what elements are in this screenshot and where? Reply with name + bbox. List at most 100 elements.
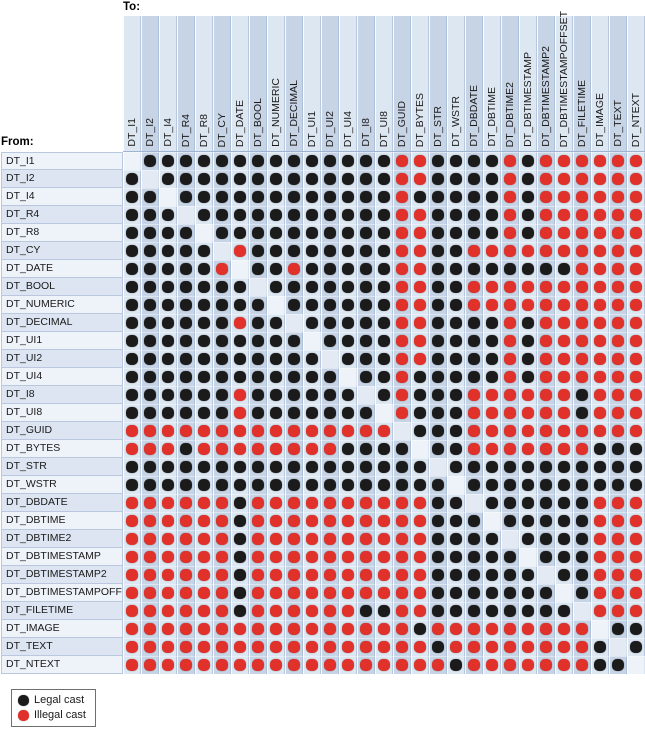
illegal-cast-dot <box>144 443 156 455</box>
legal-cast-dot <box>216 299 228 311</box>
matrix-cell <box>177 314 195 332</box>
matrix-cell <box>123 512 141 530</box>
legal-cast-dot <box>432 335 444 347</box>
matrix-cell <box>141 602 159 620</box>
matrix-cell <box>537 188 555 206</box>
matrix-cell <box>411 206 429 224</box>
matrix-cell <box>321 530 339 548</box>
matrix-cell <box>591 260 609 278</box>
matrix-cell <box>609 422 627 440</box>
matrix-cell <box>627 476 645 494</box>
row-header: DT_I8 <box>1 386 123 404</box>
column-header: DT_I2 <box>141 16 159 152</box>
illegal-cast-dot <box>288 623 300 635</box>
legal-cast-dot <box>162 245 174 257</box>
illegal-cast-dot <box>252 497 264 509</box>
illegal-cast-dot <box>414 173 426 185</box>
illegal-cast-dot <box>396 317 408 329</box>
matrix-cell-diagonal <box>141 170 159 188</box>
illegal-cast-dot <box>396 533 408 545</box>
matrix-cell <box>429 242 447 260</box>
matrix-cell <box>195 584 213 602</box>
matrix-cell <box>411 242 429 260</box>
matrix-cell <box>465 584 483 602</box>
matrix-cell <box>375 260 393 278</box>
matrix-cell <box>303 188 321 206</box>
illegal-cast-dot <box>270 623 282 635</box>
legal-cast-dot <box>342 155 354 167</box>
illegal-cast-dot <box>198 443 210 455</box>
legal-cast-dot <box>432 371 444 383</box>
illegal-cast-dot <box>594 371 606 383</box>
matrix-cell <box>483 422 501 440</box>
legal-cast-dot <box>360 335 372 347</box>
matrix-cell <box>303 584 321 602</box>
legal-cast-dot <box>324 371 336 383</box>
legal-cast-dot <box>270 155 282 167</box>
matrix-cell <box>177 602 195 620</box>
matrix-cell <box>393 404 411 422</box>
column-header-label: DT_NUMERIC <box>270 78 282 147</box>
matrix-cell <box>519 368 537 386</box>
legal-cast-dot <box>468 317 480 329</box>
illegal-cast-dot <box>396 209 408 221</box>
illegal-cast-dot <box>414 353 426 365</box>
matrix-cell <box>501 260 519 278</box>
matrix-cell <box>141 440 159 458</box>
matrix-cell <box>159 548 177 566</box>
matrix-cell-diagonal <box>609 638 627 656</box>
matrix-cell <box>411 386 429 404</box>
illegal-cast-dot <box>558 209 570 221</box>
legal-cast-dot <box>252 353 264 365</box>
illegal-cast-dot <box>540 227 552 239</box>
legal-cast-dot <box>342 317 354 329</box>
illegal-cast-dot <box>234 659 246 671</box>
legal-cast-dot <box>198 335 210 347</box>
illegal-cast-dot <box>162 641 174 653</box>
illegal-cast-dot <box>126 497 138 509</box>
legal-cast-dot <box>396 461 408 473</box>
column-header-label: DT_BYTES <box>414 92 426 147</box>
matrix-cell <box>339 548 357 566</box>
illegal-cast-dot <box>306 659 318 671</box>
matrix-cell <box>375 224 393 242</box>
matrix-cell <box>195 368 213 386</box>
column-header: DT_UI8 <box>375 16 393 152</box>
matrix-cell <box>591 548 609 566</box>
matrix-cell <box>159 566 177 584</box>
legal-cast-dot <box>270 173 282 185</box>
matrix-cell <box>627 602 645 620</box>
matrix-cell <box>357 404 375 422</box>
legal-cast-dot <box>378 443 390 455</box>
matrix-cell <box>393 656 411 674</box>
matrix-cell <box>375 566 393 584</box>
illegal-cast-dot <box>144 569 156 581</box>
legal-cast-dot <box>540 515 552 527</box>
matrix-cell <box>195 548 213 566</box>
matrix-cell <box>501 314 519 332</box>
legal-cast-dot <box>378 173 390 185</box>
illegal-cast-dot <box>396 335 408 347</box>
matrix-cell <box>591 152 609 170</box>
legal-cast-dot <box>144 263 156 275</box>
legal-cast-dot <box>324 173 336 185</box>
matrix-cell <box>519 512 537 530</box>
matrix-cell <box>537 350 555 368</box>
matrix-cell <box>501 422 519 440</box>
matrix-cell <box>195 656 213 674</box>
matrix-cell <box>555 386 573 404</box>
matrix-cell <box>141 368 159 386</box>
matrix-cell <box>393 260 411 278</box>
matrix-cell <box>267 260 285 278</box>
matrix-cell <box>213 494 231 512</box>
matrix-cell <box>177 386 195 404</box>
legal-cast-dot <box>468 533 480 545</box>
illegal-cast-dot <box>612 317 624 329</box>
matrix-cell <box>267 530 285 548</box>
legal-cast-dot <box>126 299 138 311</box>
legal-cast-dot <box>324 389 336 401</box>
illegal-cast-dot <box>360 551 372 563</box>
illegal-cast-dot <box>378 497 390 509</box>
matrix-cell <box>483 278 501 296</box>
matrix-cell-diagonal <box>231 260 249 278</box>
